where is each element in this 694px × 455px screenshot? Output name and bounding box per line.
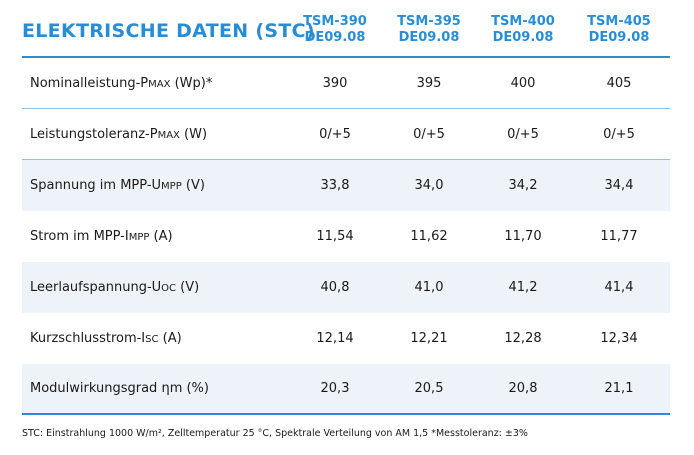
row-label: Leistungstoleranz-Pmax (W) [30,126,208,142]
row-label: Kurzschlusstrom-Isc (A) [30,331,182,346]
cell-value: 0/+5 [603,126,635,142]
model-header-1: TSM-390 DE09.08 [290,14,380,46]
cell-value: 12,28 [504,331,542,346]
table-header: ELEKTRISCHE DATEN (STC) TSM-390 DE09.08 … [0,0,694,58]
model-name: TSM-390 [303,14,367,29]
cell-value: 40,8 [320,280,350,295]
cell-value: 41,4 [604,280,634,295]
cell-value: 34,2 [508,178,538,193]
cell-value: 41,2 [508,280,538,295]
footnote: STC: Einstrahlung 1000 W/m², Zelltempera… [22,428,528,439]
table-row: Strom im MPP-Impp (A) 11,54 11,62 11,70 … [22,211,670,262]
row-label: Spannung im MPP-Umpp (V) [30,178,205,193]
cell-value: 0/+5 [413,126,445,142]
cell-value: 395 [416,75,442,91]
table-row: Spannung im MPP-Umpp (V) 33,8 34,0 34,2 … [22,160,670,211]
cell-value: 41,0 [414,280,444,295]
model-name: TSM-400 [491,14,555,29]
page-title: ELEKTRISCHE DATEN (STC) [22,20,315,42]
cell-value: 12,14 [316,331,354,346]
table-row: Nominalleistung-Pmax (Wp)* 390 395 400 4… [22,58,670,109]
cell-value: 11,62 [410,229,448,244]
model-variant: DE09.08 [304,30,366,45]
header-divider [22,56,670,58]
model-header-3: TSM-400 DE09.08 [478,14,568,46]
row-label: Modulwirkungsgrad ηm (%) [30,381,209,396]
model-name: TSM-405 [587,14,651,29]
model-header-2: TSM-395 DE09.08 [384,14,474,46]
cell-value: 20,5 [414,381,444,396]
table-row: Leistungstoleranz-Pmax (W) 0/+5 0/+5 0/+… [22,109,670,160]
table-row: Kurzschlusstrom-Isc (A) 12,14 12,21 12,2… [22,313,670,364]
table-row: Modulwirkungsgrad ηm (%) 20,3 20,5 20,8 … [22,364,670,415]
model-name: TSM-395 [397,14,461,29]
row-label: Nominalleistung-Pmax (Wp)* [30,75,213,91]
row-label: Leerlaufspannung-Uoc (V) [30,280,200,295]
model-header-4: TSM-405 DE09.08 [574,14,664,46]
cell-value: 20,8 [508,381,538,396]
spec-table: Nominalleistung-Pmax (Wp)* 390 395 400 4… [22,58,670,415]
cell-value: 34,4 [604,178,634,193]
cell-value: 20,3 [320,381,350,396]
cell-value: 12,34 [600,331,638,346]
cell-value: 0/+5 [507,126,539,142]
cell-value: 11,70 [504,229,542,244]
model-variant: DE09.08 [588,30,650,45]
cell-value: 33,8 [320,178,350,193]
cell-value: 21,1 [604,381,634,396]
cell-value: 390 [322,75,348,91]
table-row: Leerlaufspannung-Uoc (V) 40,8 41,0 41,2 … [22,262,670,313]
cell-value: 11,54 [316,229,354,244]
cell-value: 0/+5 [319,126,351,142]
cell-value: 34,0 [414,178,444,193]
model-variant: DE09.08 [398,30,460,45]
cell-value: 12,21 [410,331,448,346]
cell-value: 11,77 [600,229,638,244]
cell-value: 400 [510,75,536,91]
cell-value: 405 [606,75,632,91]
row-label: Strom im MPP-Impp (A) [30,229,173,244]
model-variant: DE09.08 [492,30,554,45]
